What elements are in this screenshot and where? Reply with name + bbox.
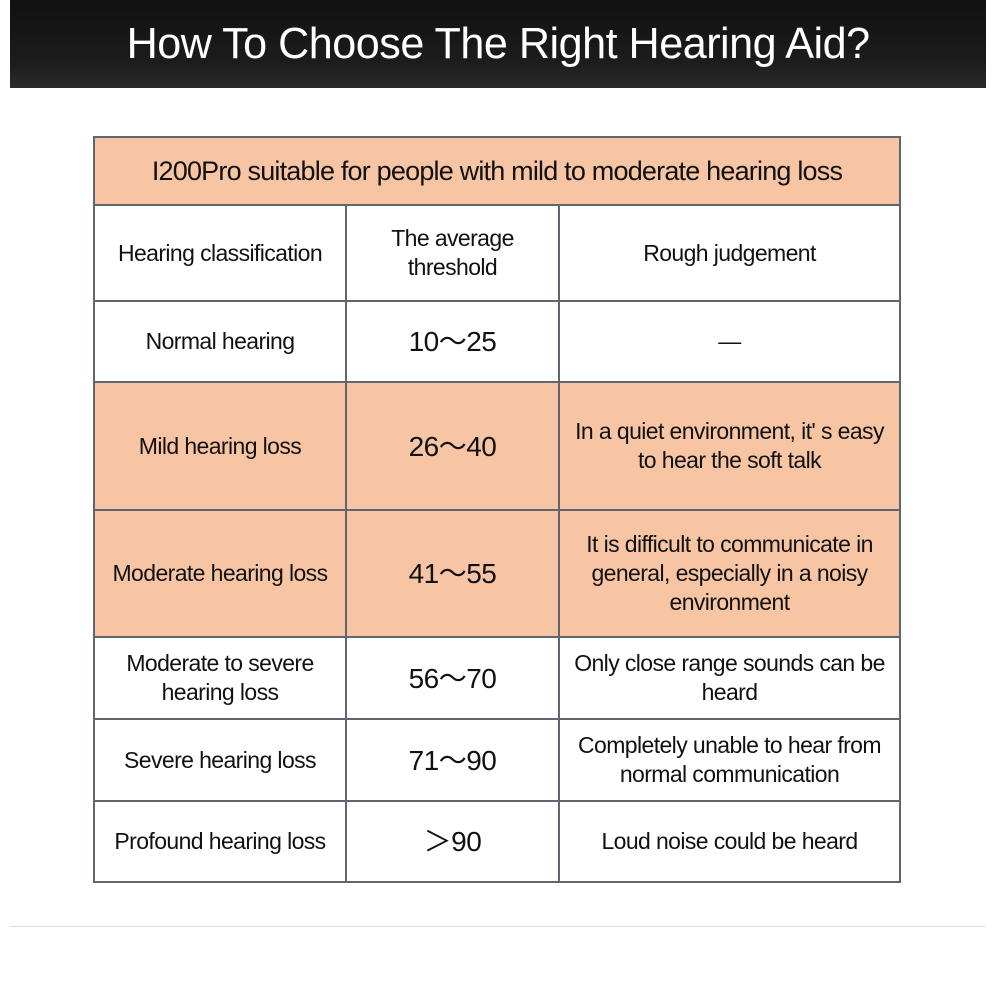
judgement-cell: In a quiet environment, it' s easy to he… bbox=[558, 381, 901, 511]
header-threshold: The average threshold bbox=[345, 204, 560, 302]
table-row: Profound hearing loss ＞90 Loud noise could… bbox=[93, 800, 901, 883]
classification-cell: Normal hearing bbox=[93, 300, 347, 383]
hearing-classification-table: I200Pro suitable for people with mild to… bbox=[93, 136, 901, 883]
classification-cell: Mild hearing loss bbox=[93, 381, 347, 511]
table-row: Mild hearing loss 26～40 In a quiet environ… bbox=[93, 381, 901, 511]
header-classification: Hearing classification bbox=[93, 204, 347, 302]
threshold-cell: ＞90 bbox=[345, 800, 560, 883]
table-caption: I200Pro suitable for people with mild to… bbox=[93, 136, 901, 206]
judgement-cell: Only close range sounds can be heard bbox=[558, 636, 901, 720]
classification-cell: Profound hearing loss bbox=[93, 800, 347, 883]
classification-cell: Moderate hearing loss bbox=[93, 509, 347, 638]
table-caption-row: I200Pro suitable for people with mild to… bbox=[93, 136, 901, 206]
table-header-row: Hearing classification The average thres… bbox=[93, 204, 901, 302]
divider bbox=[10, 926, 986, 927]
threshold-cell: 41～55 bbox=[345, 509, 560, 638]
title-banner: How To Choose The Right Hearing Aid? bbox=[10, 0, 986, 88]
table-row: Normal hearing 10～25— bbox=[93, 300, 901, 383]
judgement-cell: Completely unable to hear from normal co… bbox=[558, 718, 901, 802]
page-title: How To Choose The Right Hearing Aid? bbox=[126, 19, 870, 68]
threshold-cell: 26～40 bbox=[345, 381, 560, 511]
classification-cell: Moderate to severe hearing loss bbox=[93, 636, 347, 720]
threshold-cell: 10～25 bbox=[345, 300, 560, 383]
classification-cell: Severe hearing loss bbox=[93, 718, 347, 802]
table-row: Moderate hearing loss 41～55 It is difficul… bbox=[93, 509, 901, 638]
judgement-cell: — bbox=[558, 300, 901, 383]
judgement-cell: It is difficult to communicate in genera… bbox=[558, 509, 901, 638]
threshold-cell: 71～90 bbox=[345, 718, 560, 802]
table-row: Moderate to severe hearing loss 56～70 Only… bbox=[93, 636, 901, 720]
judgement-cell: Loud noise could be heard bbox=[558, 800, 901, 883]
table-row: Severe hearing loss 71～90 Completely unabl… bbox=[93, 718, 901, 802]
header-judgement: Rough judgement bbox=[558, 204, 901, 302]
threshold-cell: 56～70 bbox=[345, 636, 560, 720]
